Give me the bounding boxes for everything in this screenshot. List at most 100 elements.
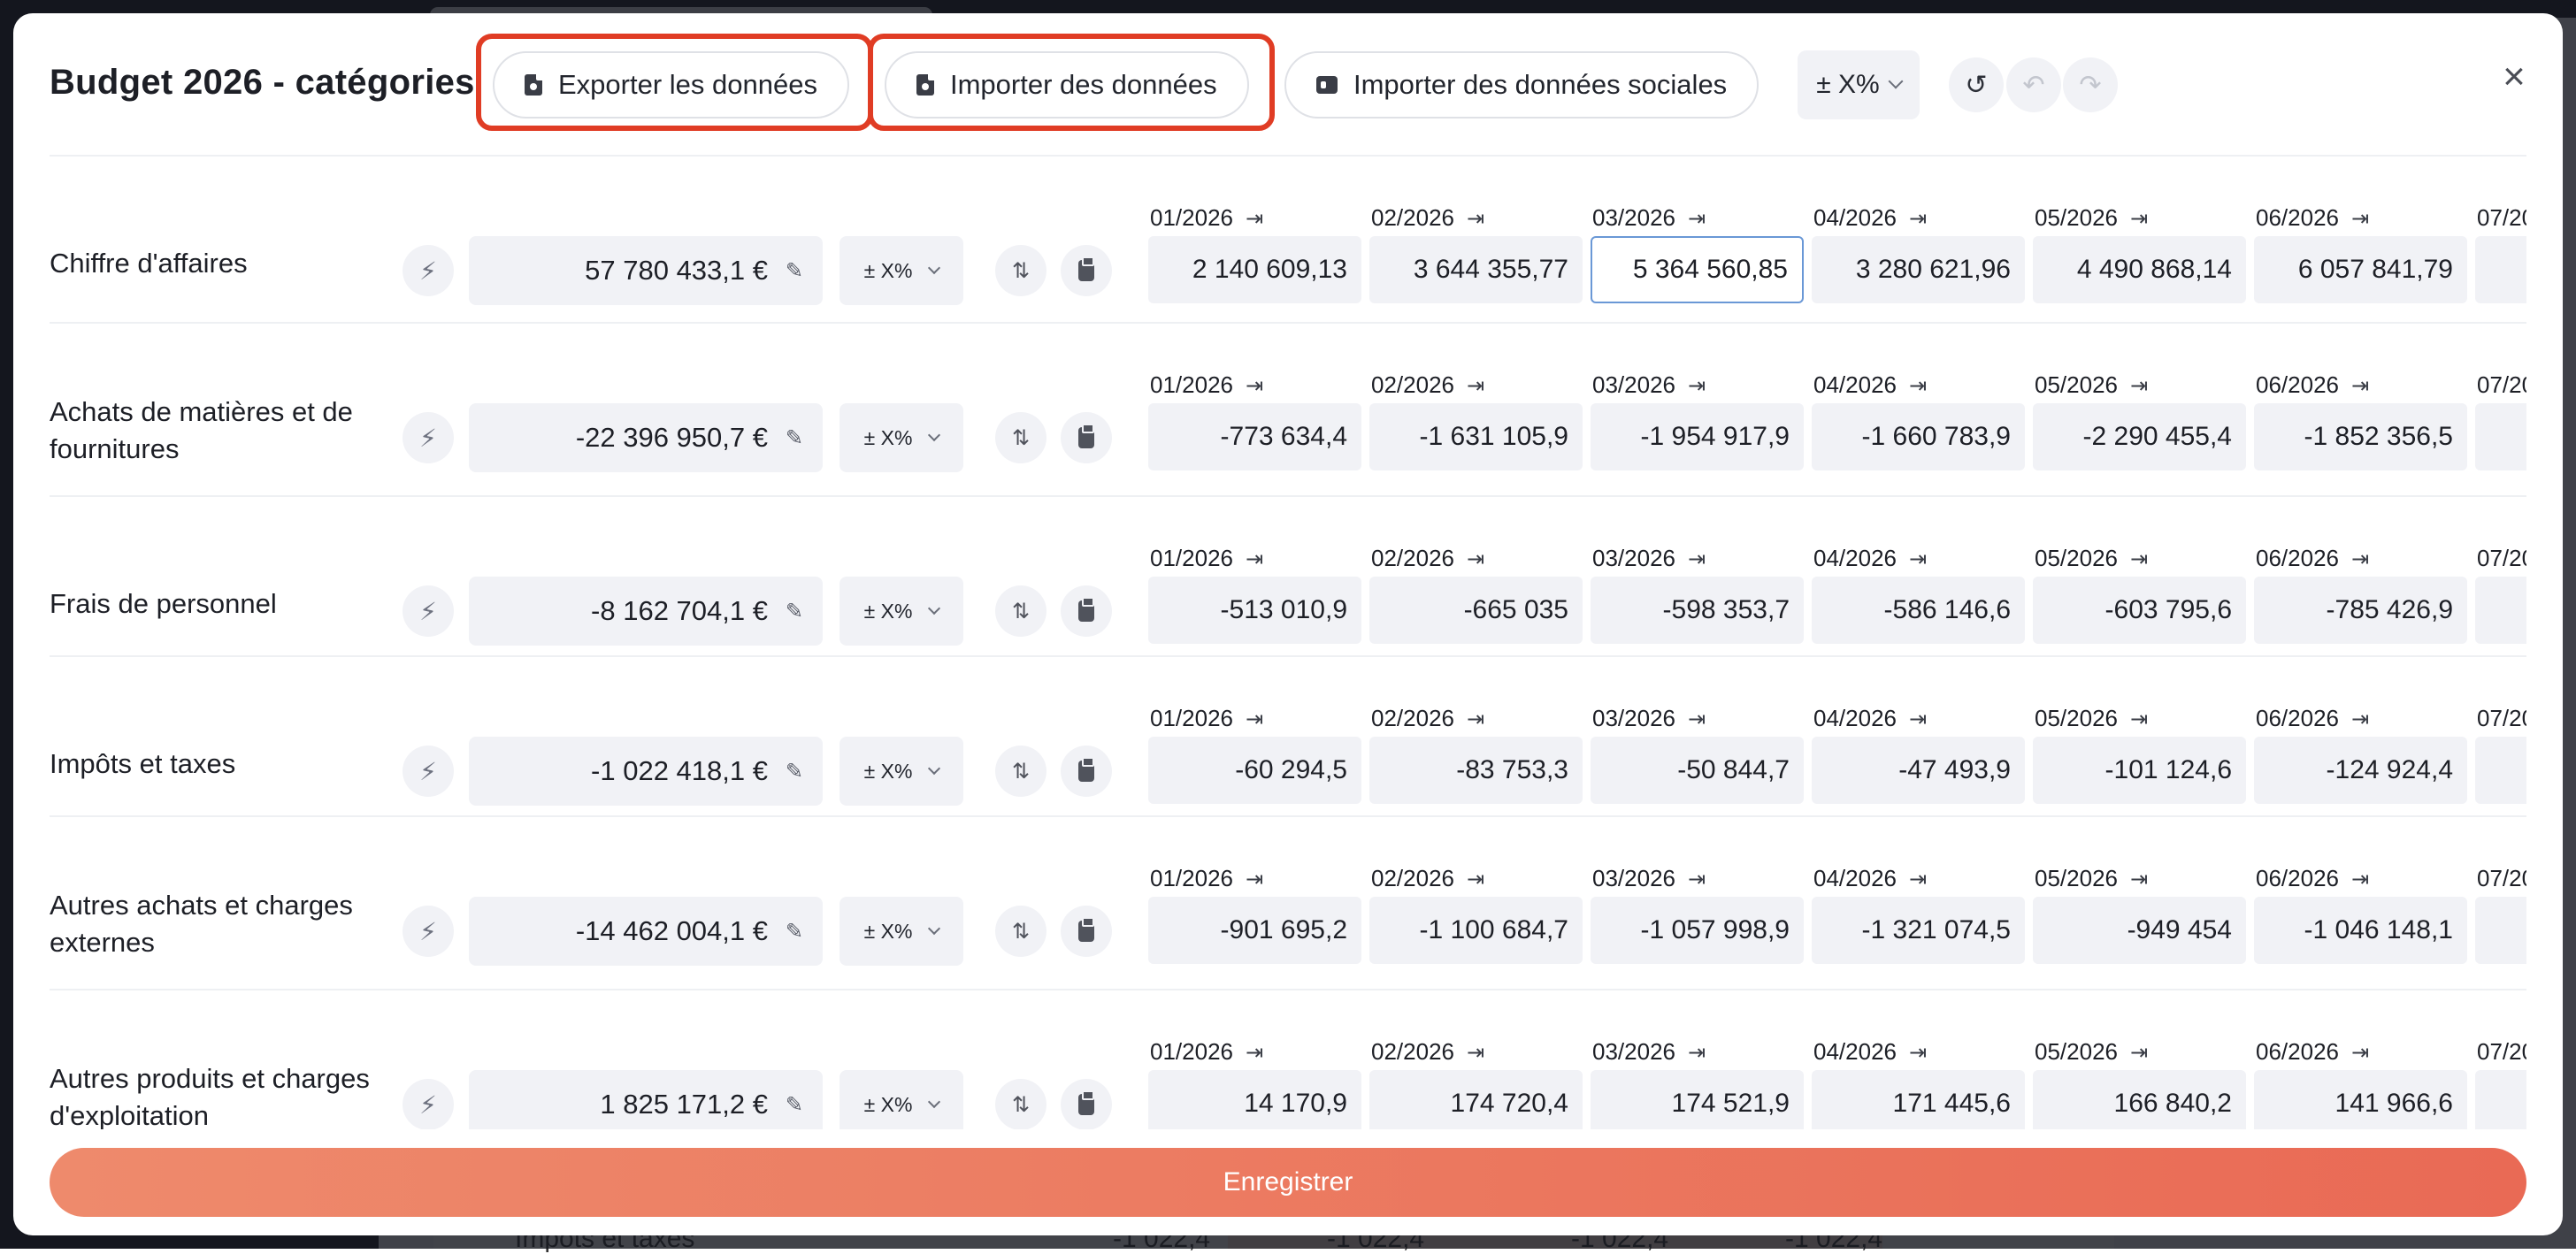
month-value-input[interactable]: -1 321 074,5 xyxy=(1812,897,2025,964)
row-total-field[interactable]: -22 396 950,7 € ✎ xyxy=(469,403,823,472)
month-value-input[interactable]: -603 795,6 xyxy=(2033,577,2246,644)
month-value-input[interactable]: -901 695,2 xyxy=(1148,897,1361,964)
row-total-field[interactable]: 57 780 433,1 € ✎ xyxy=(469,236,823,305)
month-value-input[interactable]: -1 660 783,9 xyxy=(1812,403,2025,470)
quick-fill-button[interactable]: ⚡ xyxy=(402,746,454,797)
fill-right-icon[interactable]: ⇥ xyxy=(1467,207,1484,231)
fill-right-icon[interactable]: ⇥ xyxy=(1246,547,1263,571)
fill-right-icon[interactable]: ⇥ xyxy=(2130,707,2148,731)
month-value-input[interactable]: -2 290 455,4 xyxy=(2033,403,2246,470)
fill-right-icon[interactable]: ⇥ xyxy=(2130,1041,2148,1065)
month-value-input[interactable]: -665 035 xyxy=(1369,577,1583,644)
paste-button[interactable] xyxy=(1061,585,1112,637)
month-value-input[interactable] xyxy=(2475,1070,2526,1129)
month-value-input[interactable]: -101 124,6 xyxy=(2033,737,2246,804)
fill-right-icon[interactable]: ⇥ xyxy=(2351,1041,2369,1065)
row-percent-select[interactable]: ± X% xyxy=(840,897,963,966)
month-value-input[interactable]: 141 966,6 xyxy=(2254,1070,2467,1129)
fill-right-icon[interactable]: ⇥ xyxy=(1688,707,1706,731)
fill-right-icon[interactable]: ⇥ xyxy=(2351,868,2369,891)
fill-right-icon[interactable]: ⇥ xyxy=(1909,547,1927,571)
undo-button[interactable]: ↶ xyxy=(2006,57,2061,112)
global-percent-select[interactable]: ± X% xyxy=(1798,50,1920,119)
fill-right-icon[interactable]: ⇥ xyxy=(1909,707,1927,731)
fill-right-icon[interactable]: ⇥ xyxy=(2351,374,2369,398)
month-value-input[interactable]: 3 280 621,96 xyxy=(1812,236,2025,303)
sort-button[interactable]: ⇅ xyxy=(995,906,1046,957)
history-button[interactable]: ↺ xyxy=(1949,57,2004,112)
month-value-input[interactable]: - xyxy=(2475,403,2526,470)
fill-right-icon[interactable]: ⇥ xyxy=(1467,374,1484,398)
quick-fill-button[interactable]: ⚡ xyxy=(402,412,454,463)
import-social-data-button[interactable]: Importer des données sociales xyxy=(1284,51,1759,119)
export-data-button[interactable]: Exporter les données xyxy=(493,51,849,119)
fill-right-icon[interactable]: ⇥ xyxy=(1467,707,1484,731)
fill-right-icon[interactable]: ⇥ xyxy=(1467,868,1484,891)
month-value-input[interactable]: -949 454 xyxy=(2033,897,2246,964)
redo-button[interactable]: ↷ xyxy=(2063,57,2118,112)
fill-right-icon[interactable]: ⇥ xyxy=(2351,207,2369,231)
sort-button[interactable]: ⇅ xyxy=(995,1079,1046,1129)
fill-right-icon[interactable]: ⇥ xyxy=(1246,1041,1263,1065)
month-value-input[interactable]: 174 720,4 xyxy=(1369,1070,1583,1129)
row-percent-select[interactable]: ± X% xyxy=(840,577,963,646)
month-value-input[interactable]: -1 046 148,1 xyxy=(2254,897,2467,964)
month-value-input[interactable]: 2 140 609,13 xyxy=(1148,236,1361,303)
fill-right-icon[interactable]: ⇥ xyxy=(1467,547,1484,571)
fill-right-icon[interactable]: ⇥ xyxy=(2130,374,2148,398)
fill-right-icon[interactable]: ⇥ xyxy=(2351,547,2369,571)
month-value-input[interactable]: -60 294,5 xyxy=(1148,737,1361,804)
fill-right-icon[interactable]: ⇥ xyxy=(1246,207,1263,231)
fill-right-icon[interactable]: ⇥ xyxy=(1909,868,1927,891)
month-value-input[interactable]: -1 100 684,7 xyxy=(1369,897,1583,964)
paste-button[interactable] xyxy=(1061,245,1112,296)
row-percent-select[interactable]: ± X% xyxy=(840,1070,963,1129)
month-value-input[interactable]: -773 634,4 xyxy=(1148,403,1361,470)
month-value-input[interactable]: -1 631 105,9 xyxy=(1369,403,1583,470)
month-value-input[interactable]: -586 146,6 xyxy=(1812,577,2025,644)
fill-right-icon[interactable]: ⇥ xyxy=(1688,547,1706,571)
month-value-input[interactable]: -124 924,4 xyxy=(2254,737,2467,804)
fill-right-icon[interactable]: ⇥ xyxy=(2130,547,2148,571)
month-value-input[interactable]: -513 010,9 xyxy=(1148,577,1361,644)
fill-right-icon[interactable]: ⇥ xyxy=(1688,1041,1706,1065)
month-value-input[interactable]: -50 844,7 xyxy=(1591,737,1804,804)
fill-right-icon[interactable]: ⇥ xyxy=(1909,374,1927,398)
month-value-input[interactable] xyxy=(2475,737,2526,804)
sort-button[interactable]: ⇅ xyxy=(995,412,1046,463)
fill-right-icon[interactable]: ⇥ xyxy=(1909,1041,1927,1065)
fill-right-icon[interactable]: ⇥ xyxy=(2351,707,2369,731)
month-value-input[interactable]: 6 057 841,79 xyxy=(2254,236,2467,303)
row-percent-select[interactable]: ± X% xyxy=(840,737,963,806)
month-value-input[interactable]: -1 852 356,5 xyxy=(2254,403,2467,470)
row-total-field[interactable]: -8 162 704,1 € ✎ xyxy=(469,577,823,646)
row-total-field[interactable]: -1 022 418,1 € ✎ xyxy=(469,737,823,806)
quick-fill-button[interactable]: ⚡ xyxy=(402,906,454,957)
fill-right-icon[interactable]: ⇥ xyxy=(1467,1041,1484,1065)
save-button[interactable]: Enregistrer xyxy=(50,1148,2526,1217)
month-value-input[interactable]: 174 521,9 xyxy=(1591,1070,1804,1129)
fill-right-icon[interactable]: ⇥ xyxy=(1688,207,1706,231)
sort-button[interactable]: ⇅ xyxy=(995,746,1046,797)
fill-right-icon[interactable]: ⇥ xyxy=(1246,707,1263,731)
sort-button[interactable]: ⇅ xyxy=(995,585,1046,637)
month-value-input[interactable]: 14 170,9 xyxy=(1148,1070,1361,1129)
paste-button[interactable] xyxy=(1061,746,1112,797)
import-data-button[interactable]: Importer des données xyxy=(885,51,1249,119)
row-total-field[interactable]: -14 462 004,1 € ✎ xyxy=(469,897,823,966)
month-value-input[interactable]: 3 644 355,77 xyxy=(1369,236,1583,303)
fill-right-icon[interactable]: ⇥ xyxy=(1246,374,1263,398)
month-value-input[interactable]: -83 753,3 xyxy=(1369,737,1583,804)
sort-button[interactable]: ⇅ xyxy=(995,245,1046,296)
month-value-input[interactable]: -598 353,7 xyxy=(1591,577,1804,644)
month-value-input[interactable]: -1 057 998,9 xyxy=(1591,897,1804,964)
month-value-input[interactable]: 5 364 560,85 xyxy=(1591,236,1804,303)
month-value-input[interactable]: -1 954 917,9 xyxy=(1591,403,1804,470)
month-value-input[interactable] xyxy=(2475,577,2526,644)
fill-right-icon[interactable]: ⇥ xyxy=(2130,868,2148,891)
month-value-input[interactable]: 171 445,6 xyxy=(1812,1070,2025,1129)
month-value-input[interactable]: - xyxy=(2475,897,2526,964)
row-percent-select[interactable]: ± X% xyxy=(840,403,963,472)
quick-fill-button[interactable]: ⚡ xyxy=(402,245,454,296)
month-value-input[interactable]: 166 840,2 xyxy=(2033,1070,2246,1129)
